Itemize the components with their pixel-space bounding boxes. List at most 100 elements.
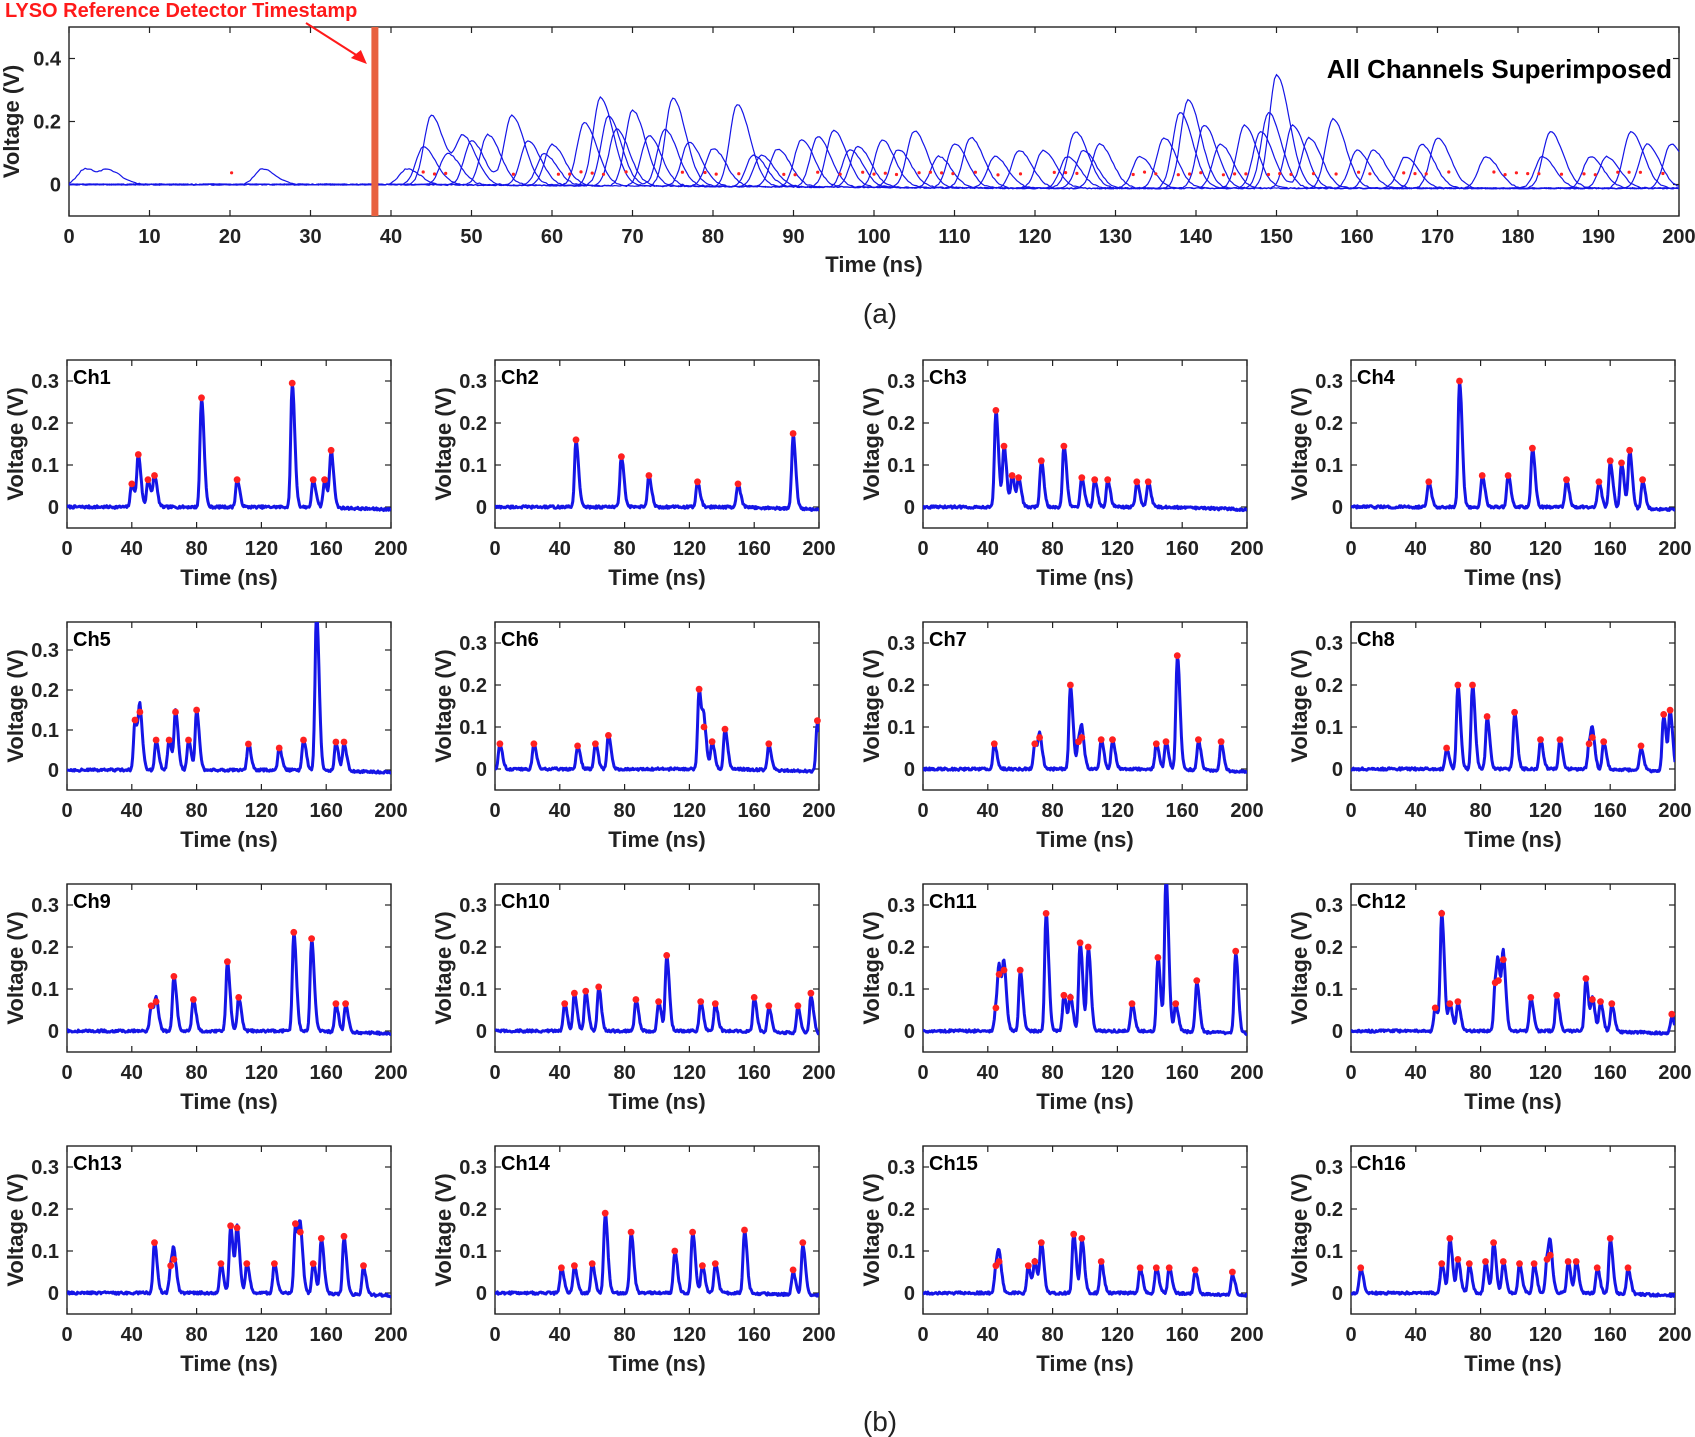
ch6-peak-marker — [592, 740, 599, 748]
ch14-x-tick-label: 80 — [613, 1324, 635, 1346]
a-x-tick-label: 90 — [782, 226, 804, 248]
ch9-panel-label: Ch9 — [73, 891, 111, 913]
ch10-x-tick-label: 0 — [489, 1062, 500, 1084]
ch16-peak-marker — [1516, 1260, 1523, 1267]
ch12-peak-marker — [1553, 991, 1561, 999]
ch10-peak-marker — [571, 989, 578, 997]
ch10-x-tick-label: 40 — [549, 1062, 571, 1084]
threshold-marker-dot — [1278, 172, 1282, 176]
ch4-y-tick-label: 0.1 — [1315, 455, 1343, 477]
ch13-panel-label: Ch13 — [73, 1153, 122, 1175]
ch8-axes-box — [1350, 621, 1676, 791]
ch8-peak-marker — [1454, 681, 1462, 689]
ch10-axes-box — [494, 883, 820, 1053]
a-x-tick-label: 130 — [1099, 226, 1132, 248]
ch4-peak-marker — [1639, 476, 1646, 484]
ch11-peak-marker — [1016, 966, 1024, 974]
ch13-peak-marker — [243, 1260, 251, 1267]
ch3-peak-marker — [1015, 474, 1022, 481]
threshold-marker-dot — [1627, 170, 1631, 174]
ch12-x-tick-label: 40 — [1405, 1062, 1427, 1084]
ch1-peak-marker — [128, 480, 136, 488]
ch6-axes-box — [494, 621, 820, 791]
ch12-x-tick-label: 160 — [1594, 1062, 1627, 1084]
ch9-peak-marker — [147, 1002, 155, 1010]
ch3-peak-marker — [1144, 478, 1152, 486]
ch8-x-tick-label: 120 — [1529, 800, 1562, 822]
ch13-x-tick-label: 120 — [245, 1324, 278, 1346]
ch6-peak-marker — [574, 742, 581, 750]
ch14-waveform — [495, 1212, 819, 1298]
ch15-peak-marker — [1191, 1266, 1199, 1274]
ch11-peak-marker — [1042, 910, 1050, 917]
ch7-waveform — [923, 654, 1247, 774]
ch12-y-tick-label: 0.2 — [1315, 937, 1343, 959]
ch1-peak-marker — [144, 476, 152, 484]
ch3-peak-marker — [1037, 457, 1045, 465]
ch10-peak-marker — [632, 996, 640, 1003]
ch13-peak-marker — [271, 1260, 278, 1267]
ch16-peak-marker — [1593, 1264, 1601, 1272]
ch16-x-tick-label: 0 — [1345, 1324, 1356, 1346]
ch10-peak-marker — [794, 1002, 802, 1010]
ch6-waveform — [495, 686, 819, 774]
ch13-peak-marker — [309, 1260, 317, 1267]
ch10-peak-marker — [750, 994, 758, 1001]
chart-a-title: All Channels Superimposed — [1327, 54, 1672, 84]
threshold-marker-dot — [940, 171, 944, 175]
ch10-x-tick-label: 160 — [738, 1062, 771, 1084]
ch14-x-tick-label: 120 — [673, 1324, 706, 1346]
ch16-peak-marker — [1454, 1256, 1462, 1263]
threshold-marker-dot — [444, 171, 448, 175]
ch11-y-axis-title: Voltage (V) — [859, 911, 884, 1024]
ch4-peak-marker — [1425, 478, 1433, 486]
ch8-peak-marker — [1585, 740, 1593, 748]
ch8-peak-marker — [1511, 708, 1518, 716]
ch7-x-axis-title: Time (ns) — [1036, 827, 1133, 852]
ch5-x-tick-label: 160 — [310, 800, 343, 822]
ch16-x-tick-label: 120 — [1529, 1324, 1562, 1346]
ch3-y-tick-label: 0.2 — [887, 413, 915, 435]
ch5-y-tick-label: 0.3 — [31, 640, 59, 662]
ch8-y-tick-label: 0.3 — [1315, 633, 1343, 655]
threshold-marker-dot — [1424, 172, 1428, 176]
ch4-x-tick-label: 120 — [1529, 538, 1562, 560]
threshold-marker-dot — [1492, 170, 1496, 174]
ch11-peak-marker — [1084, 943, 1092, 951]
threshold-marker-dot — [1537, 172, 1541, 176]
ch10-peak-marker — [595, 983, 603, 991]
threshold-marker-dot — [1018, 172, 1023, 176]
ch1-x-tick-label: 120 — [245, 538, 278, 560]
ch8-peak-marker — [1483, 713, 1491, 720]
ch12-peak-marker — [1499, 956, 1507, 963]
ch3-peak-marker — [1133, 478, 1141, 486]
ch1-peak-marker — [309, 476, 317, 484]
ch5-x-tick-label: 200 — [374, 800, 407, 822]
reference-annotation: LYSO Reference Detector Timestamp — [5, 0, 357, 22]
ch1-y-tick-label: 0.3 — [31, 371, 59, 393]
ch8-peak-marker — [1537, 736, 1544, 743]
ch4-y-tick-label: 0.3 — [1315, 371, 1343, 393]
ch2-x-tick-label: 40 — [549, 538, 571, 560]
ch11-x-axis-title: Time (ns) — [1036, 1089, 1133, 1114]
ch15-y-tick-label: 0.1 — [887, 1241, 915, 1263]
ch12-x-tick-label: 120 — [1529, 1062, 1562, 1084]
ch15-x-tick-label: 160 — [1166, 1324, 1199, 1346]
threshold-marker-dot — [421, 170, 425, 174]
ch1-x-tick-label: 160 — [310, 538, 343, 560]
ch7-peak-marker — [1152, 740, 1160, 748]
ch8-peak-marker — [1600, 738, 1608, 746]
ch6-peak-marker — [700, 723, 708, 731]
ch8-x-tick-label: 80 — [1469, 800, 1491, 822]
ch5-peak-marker — [275, 744, 283, 752]
ch16-y-tick-label: 0 — [1332, 1283, 1343, 1305]
ch8-panel-label: Ch8 — [1357, 629, 1395, 651]
ch7-peak-marker — [1067, 681, 1074, 689]
superimposed-trace — [68, 114, 1680, 190]
ch9-x-tick-label: 40 — [121, 1062, 143, 1084]
ch8-peak-marker — [1589, 734, 1596, 741]
ch16-x-tick-label: 160 — [1594, 1324, 1627, 1346]
ch4-peak-marker — [1478, 472, 1486, 479]
ch12-peak-marker — [1668, 1010, 1676, 1018]
channel-chart-ch8: 0 40 80 120 160 200 0 0.1 0.2 0.3 Time (ns) Voltage… — [1287, 621, 1692, 852]
